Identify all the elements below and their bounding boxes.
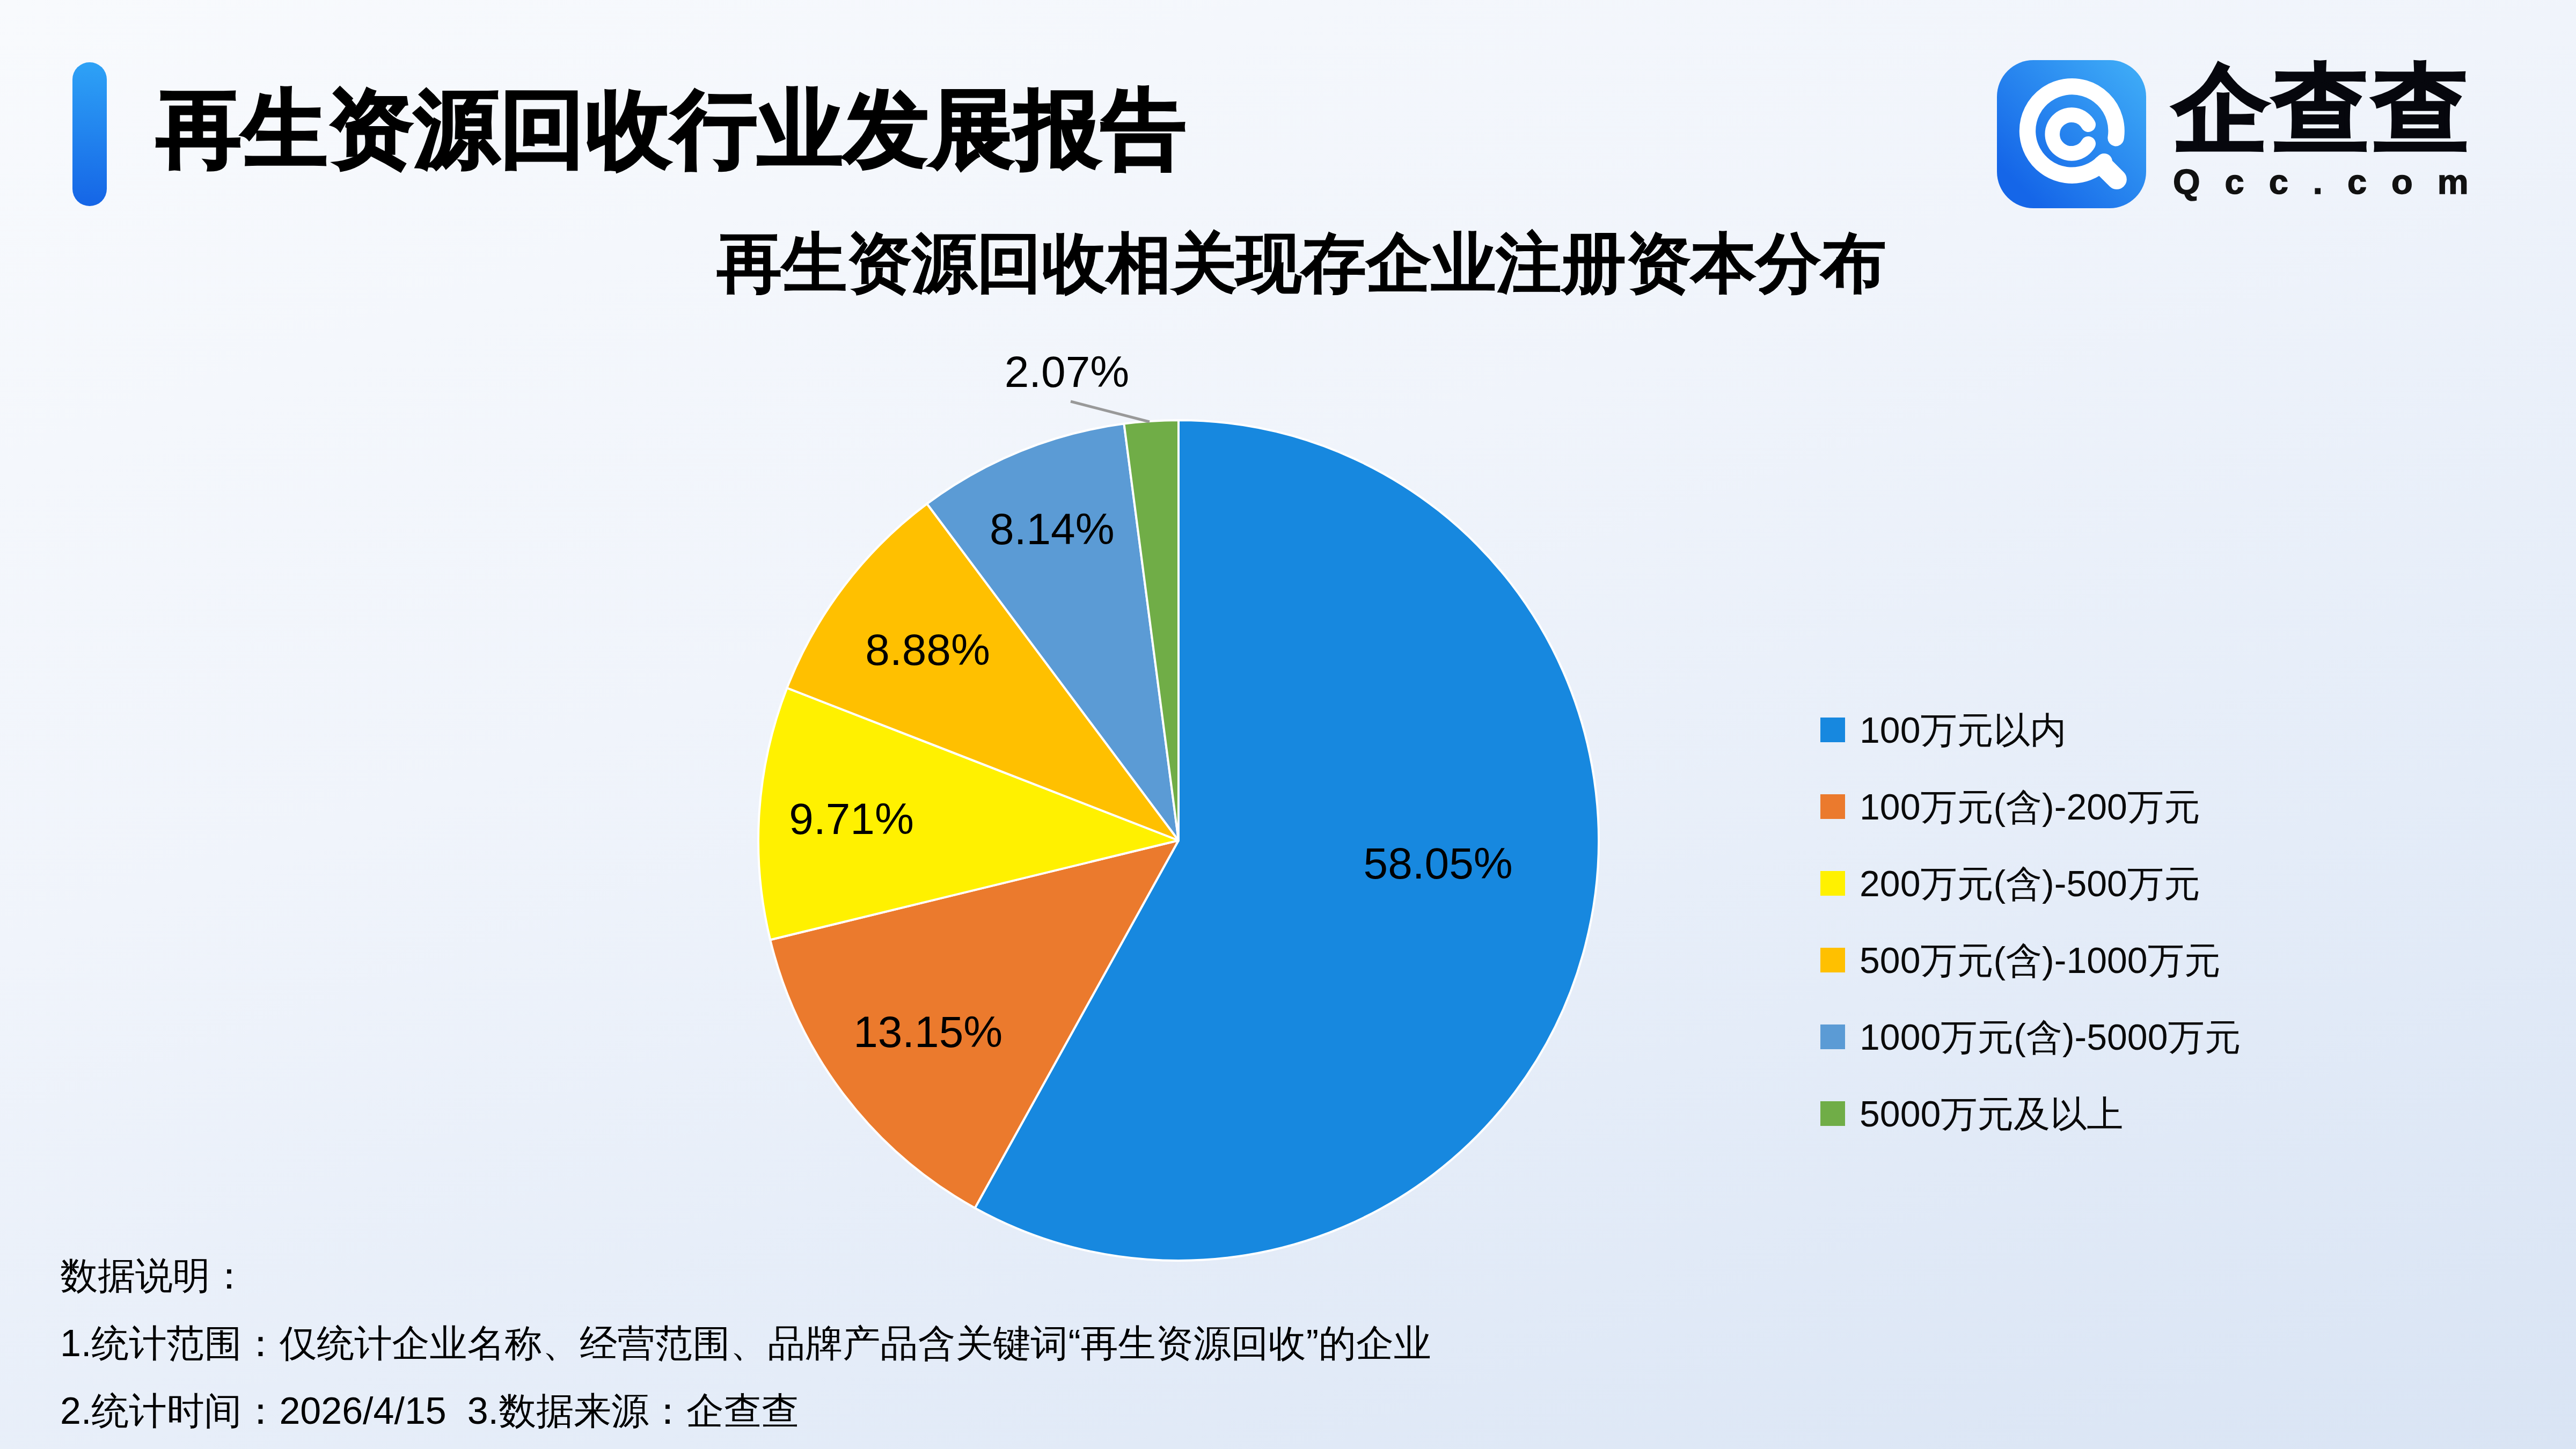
legend-item: 5000万元及以上: [1820, 1095, 2241, 1132]
legend-swatch: [1820, 1101, 1845, 1126]
legend-swatch: [1820, 1024, 1845, 1049]
legend-label: 5000万元及以上: [1860, 1095, 2123, 1132]
legend-label: 500万元(含)-1000万元: [1860, 942, 2221, 978]
legend-swatch: [1820, 948, 1845, 972]
legend-swatch: [1820, 871, 1845, 896]
pie-slice-value-label: 2.07%: [1005, 347, 1130, 396]
pie-slice-value-label: 8.88%: [865, 625, 990, 674]
data-notes: 数据说明： 1.统计范围：仅统计企业名称、经营范围、品牌产品含关键词“再生资源回…: [60, 1256, 1431, 1430]
pie-slice-value-label: 9.71%: [789, 794, 914, 843]
pie-slice-value-label: 8.14%: [990, 504, 1115, 553]
legend-label: 100万元(含)-200万元: [1860, 788, 2200, 825]
legend-label: 100万元以内: [1860, 712, 2066, 748]
chart-legend: 100万元以内 100万元(含)-200万元 200万元(含)-500万元 50…: [1820, 712, 2241, 1132]
legend-label: 1000万元(含)-5000万元: [1860, 1019, 2241, 1055]
notes-line-2: 2.统计时间：2026/4/15 3.数据来源：企查查: [60, 1392, 1431, 1430]
legend-item: 100万元以内: [1820, 712, 2241, 748]
legend-item: 200万元(含)-500万元: [1820, 865, 2241, 902]
pie-slice-value-label: 58.05%: [1364, 839, 1513, 888]
legend-swatch: [1820, 718, 1845, 742]
pie-label-leader-line: [1071, 401, 1150, 422]
pie-slice-value-label: 13.15%: [853, 1007, 1002, 1056]
legend-swatch: [1820, 794, 1845, 819]
legend-item: 500万元(含)-1000万元: [1820, 942, 2241, 978]
report-page: { "report": { "title": "再生资源回收行业发展报告", "…: [0, 0, 2576, 1449]
legend-item: 1000万元(含)-5000万元: [1820, 1019, 2241, 1055]
notes-heading: 数据说明：: [60, 1256, 1431, 1295]
legend-label: 200万元(含)-500万元: [1860, 865, 2200, 902]
legend-item: 100万元(含)-200万元: [1820, 788, 2241, 825]
notes-line-1: 1.统计范围：仅统计企业名称、经营范围、品牌产品含关键词“再生资源回收”的企业: [60, 1324, 1431, 1363]
